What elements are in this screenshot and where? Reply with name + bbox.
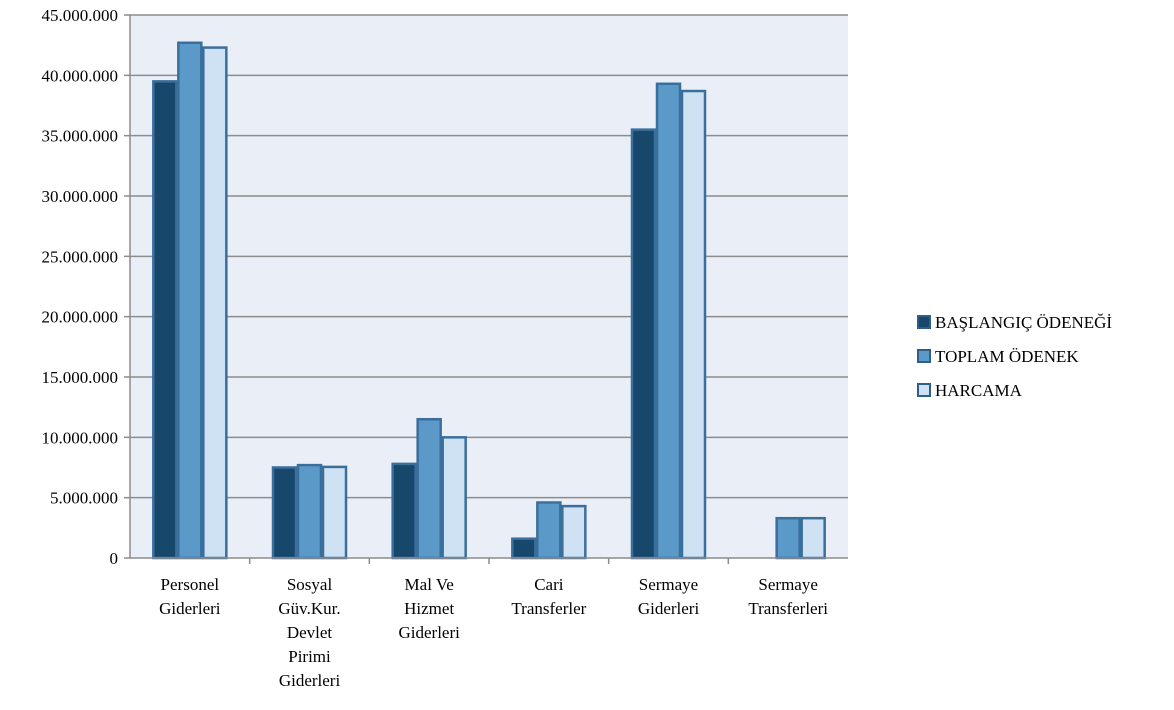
legend-label: TOPLAM ÖDENEK: [935, 347, 1079, 366]
y-tick-label: 15.000.000: [42, 368, 119, 387]
y-tick-label: 30.000.000: [42, 187, 119, 206]
legend-swatch: [917, 383, 931, 397]
y-axis-ticks: 0 5.000.000 10.000.000 15.000.000 20.000.000…: [42, 6, 130, 568]
x-axis-categories: Personel Giderleri Sosyal Güv.Kur. Devlet Pir…: [159, 575, 828, 690]
legend-swatch: [917, 349, 931, 363]
bar: [177, 41, 203, 560]
bar: [321, 465, 348, 560]
y-tick-label: 5.000.000: [50, 489, 118, 508]
bar: [271, 466, 298, 560]
y-tick-label: 10.000.000: [42, 428, 119, 447]
bar: [561, 504, 587, 560]
bar: [775, 516, 801, 560]
bar: [416, 417, 442, 560]
x-category-label: Cari Transferler: [511, 575, 586, 618]
bar: [391, 462, 417, 560]
bar: [655, 82, 682, 560]
y-tick-label: 20.000.000: [42, 308, 119, 327]
gridlines: [130, 14, 848, 499]
y-tick-label: 35.000.000: [42, 127, 119, 146]
bar: [441, 436, 467, 560]
bar: [800, 516, 826, 560]
bars: [152, 41, 826, 564]
x-category-label: Sermaye Transferleri: [748, 575, 828, 618]
x-category-label: Mal Ve Hizmet Giderleri: [398, 575, 460, 642]
bar: [630, 128, 657, 560]
legend: BAŞLANGIÇ ÖDENEĞİ TOPLAM ÖDENEK HARCAMA: [917, 313, 1112, 400]
x-category-label: Sosyal Güv.Kur. Devlet Pirimi Giderleri: [278, 575, 340, 690]
y-tick-label: 45.000.000: [42, 6, 119, 25]
bar: [511, 537, 537, 560]
y-tick-label: 40.000.000: [42, 66, 119, 85]
bar: [680, 89, 707, 560]
bar: [152, 80, 178, 560]
bar: [536, 501, 562, 560]
x-category-label: Personel Giderleri: [159, 575, 221, 618]
x-category-label: Sermaye Giderleri: [638, 575, 700, 618]
legend-label: BAŞLANGIÇ ÖDENEĞİ: [935, 313, 1112, 332]
y-tick-label: 25.000.000: [42, 247, 119, 266]
bar: [296, 463, 323, 560]
legend-swatch: [917, 315, 931, 329]
plot-area: [130, 15, 848, 558]
bar: [202, 46, 228, 560]
legend-label: HARCAMA: [935, 381, 1023, 400]
y-tick-label: 0: [110, 549, 119, 568]
